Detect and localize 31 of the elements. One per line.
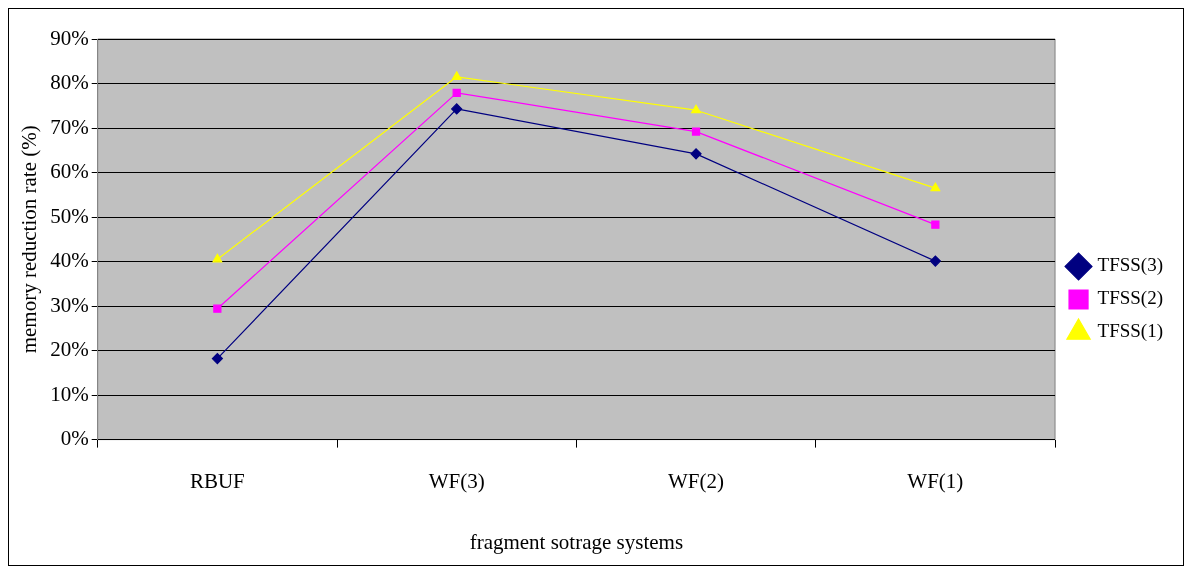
y-tick-label: 90% (50, 25, 89, 50)
y-tick-label: 60% (50, 159, 89, 184)
x-axis-title: fragment sotrage systems (469, 529, 684, 554)
y-tick-label: 80% (50, 70, 89, 95)
x-tick-label: RBUF (189, 468, 245, 493)
y-tick-label: 50% (50, 203, 89, 228)
legend-label: TFSS(2) (1097, 287, 1164, 310)
point (451, 71, 462, 80)
point (691, 104, 701, 114)
point (213, 304, 222, 313)
point (452, 88, 461, 97)
point (212, 253, 223, 263)
point (211, 352, 223, 365)
y-tick-label: 20% (50, 337, 89, 362)
point (691, 127, 701, 136)
point (930, 182, 941, 192)
x-tick-label: WF(1) (907, 468, 964, 493)
point (931, 220, 940, 229)
legend-label: TFSS(1) (1097, 320, 1164, 343)
x-tick-label: WF(3) (428, 468, 485, 493)
y-tick-label: 0% (60, 426, 89, 451)
y-tick-label: 10% (50, 381, 89, 406)
legend-label: TFSS(3) (1097, 254, 1164, 277)
point (690, 148, 702, 160)
y-axis-title: memory reduction rate (%) (17, 125, 42, 354)
point (451, 103, 463, 115)
x-tick-label: WF(2) (668, 468, 725, 493)
point (929, 255, 941, 267)
y-tick-label: 30% (50, 292, 89, 317)
y-tick-label: 70% (50, 114, 89, 139)
y-tick-label: 40% (50, 248, 89, 273)
